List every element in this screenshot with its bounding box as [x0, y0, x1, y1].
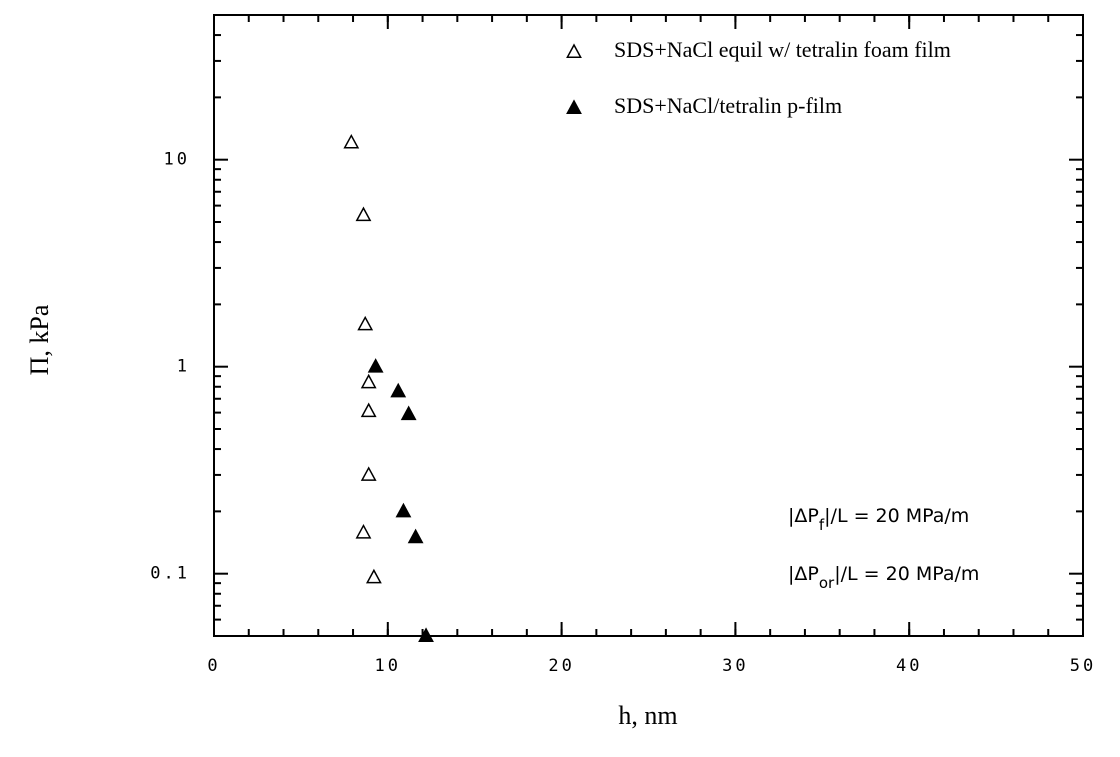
annotation-part: |/L = 20 MPa/m	[824, 505, 969, 527]
x-tick-label: 40	[896, 656, 922, 676]
marker	[395, 502, 412, 518]
annotation-part: |ΔP	[788, 505, 819, 527]
marker	[360, 373, 377, 389]
x-tick-label: 50	[1070, 656, 1096, 676]
x-axis-label: h, nm	[618, 701, 677, 730]
marker	[355, 523, 372, 539]
legend-label: SDS+NaCl/tetralin p-film	[614, 93, 842, 118]
marker	[343, 133, 360, 149]
plot-frame	[213, 14, 1084, 637]
marker	[365, 568, 382, 584]
marker	[566, 99, 582, 114]
marker	[357, 315, 374, 331]
marker	[360, 466, 377, 481]
x-tick-label: 0	[207, 656, 220, 676]
marker	[418, 627, 434, 642]
annotation-part: |ΔP	[788, 563, 819, 585]
annotation: |ΔPor|/L = 20 MPa/m	[788, 563, 979, 592]
x-tick-label: 10	[375, 656, 401, 676]
marker	[355, 206, 372, 222]
y-tick-label: 1	[177, 357, 190, 377]
marker	[400, 405, 417, 421]
y-tick-label: 0.1	[150, 564, 190, 584]
marker	[566, 43, 582, 58]
marker	[367, 358, 384, 373]
marker	[390, 382, 407, 398]
marker	[407, 528, 424, 544]
annotation-subscript: or	[819, 574, 835, 592]
y-axis-label: Π, kPa	[25, 304, 54, 375]
annotation-part: |/L = 20 MPa/m	[834, 563, 979, 585]
x-tick-label: 20	[548, 656, 574, 676]
y-tick-label: 10	[164, 150, 190, 170]
annotation-subscript: f	[819, 516, 825, 534]
legend-label: SDS+NaCl equil w/ tetralin foam film	[614, 37, 951, 62]
marker	[360, 402, 377, 418]
annotation: |ΔPf|/L = 20 MPa/m	[788, 505, 969, 534]
x-tick-label: 30	[722, 656, 748, 676]
